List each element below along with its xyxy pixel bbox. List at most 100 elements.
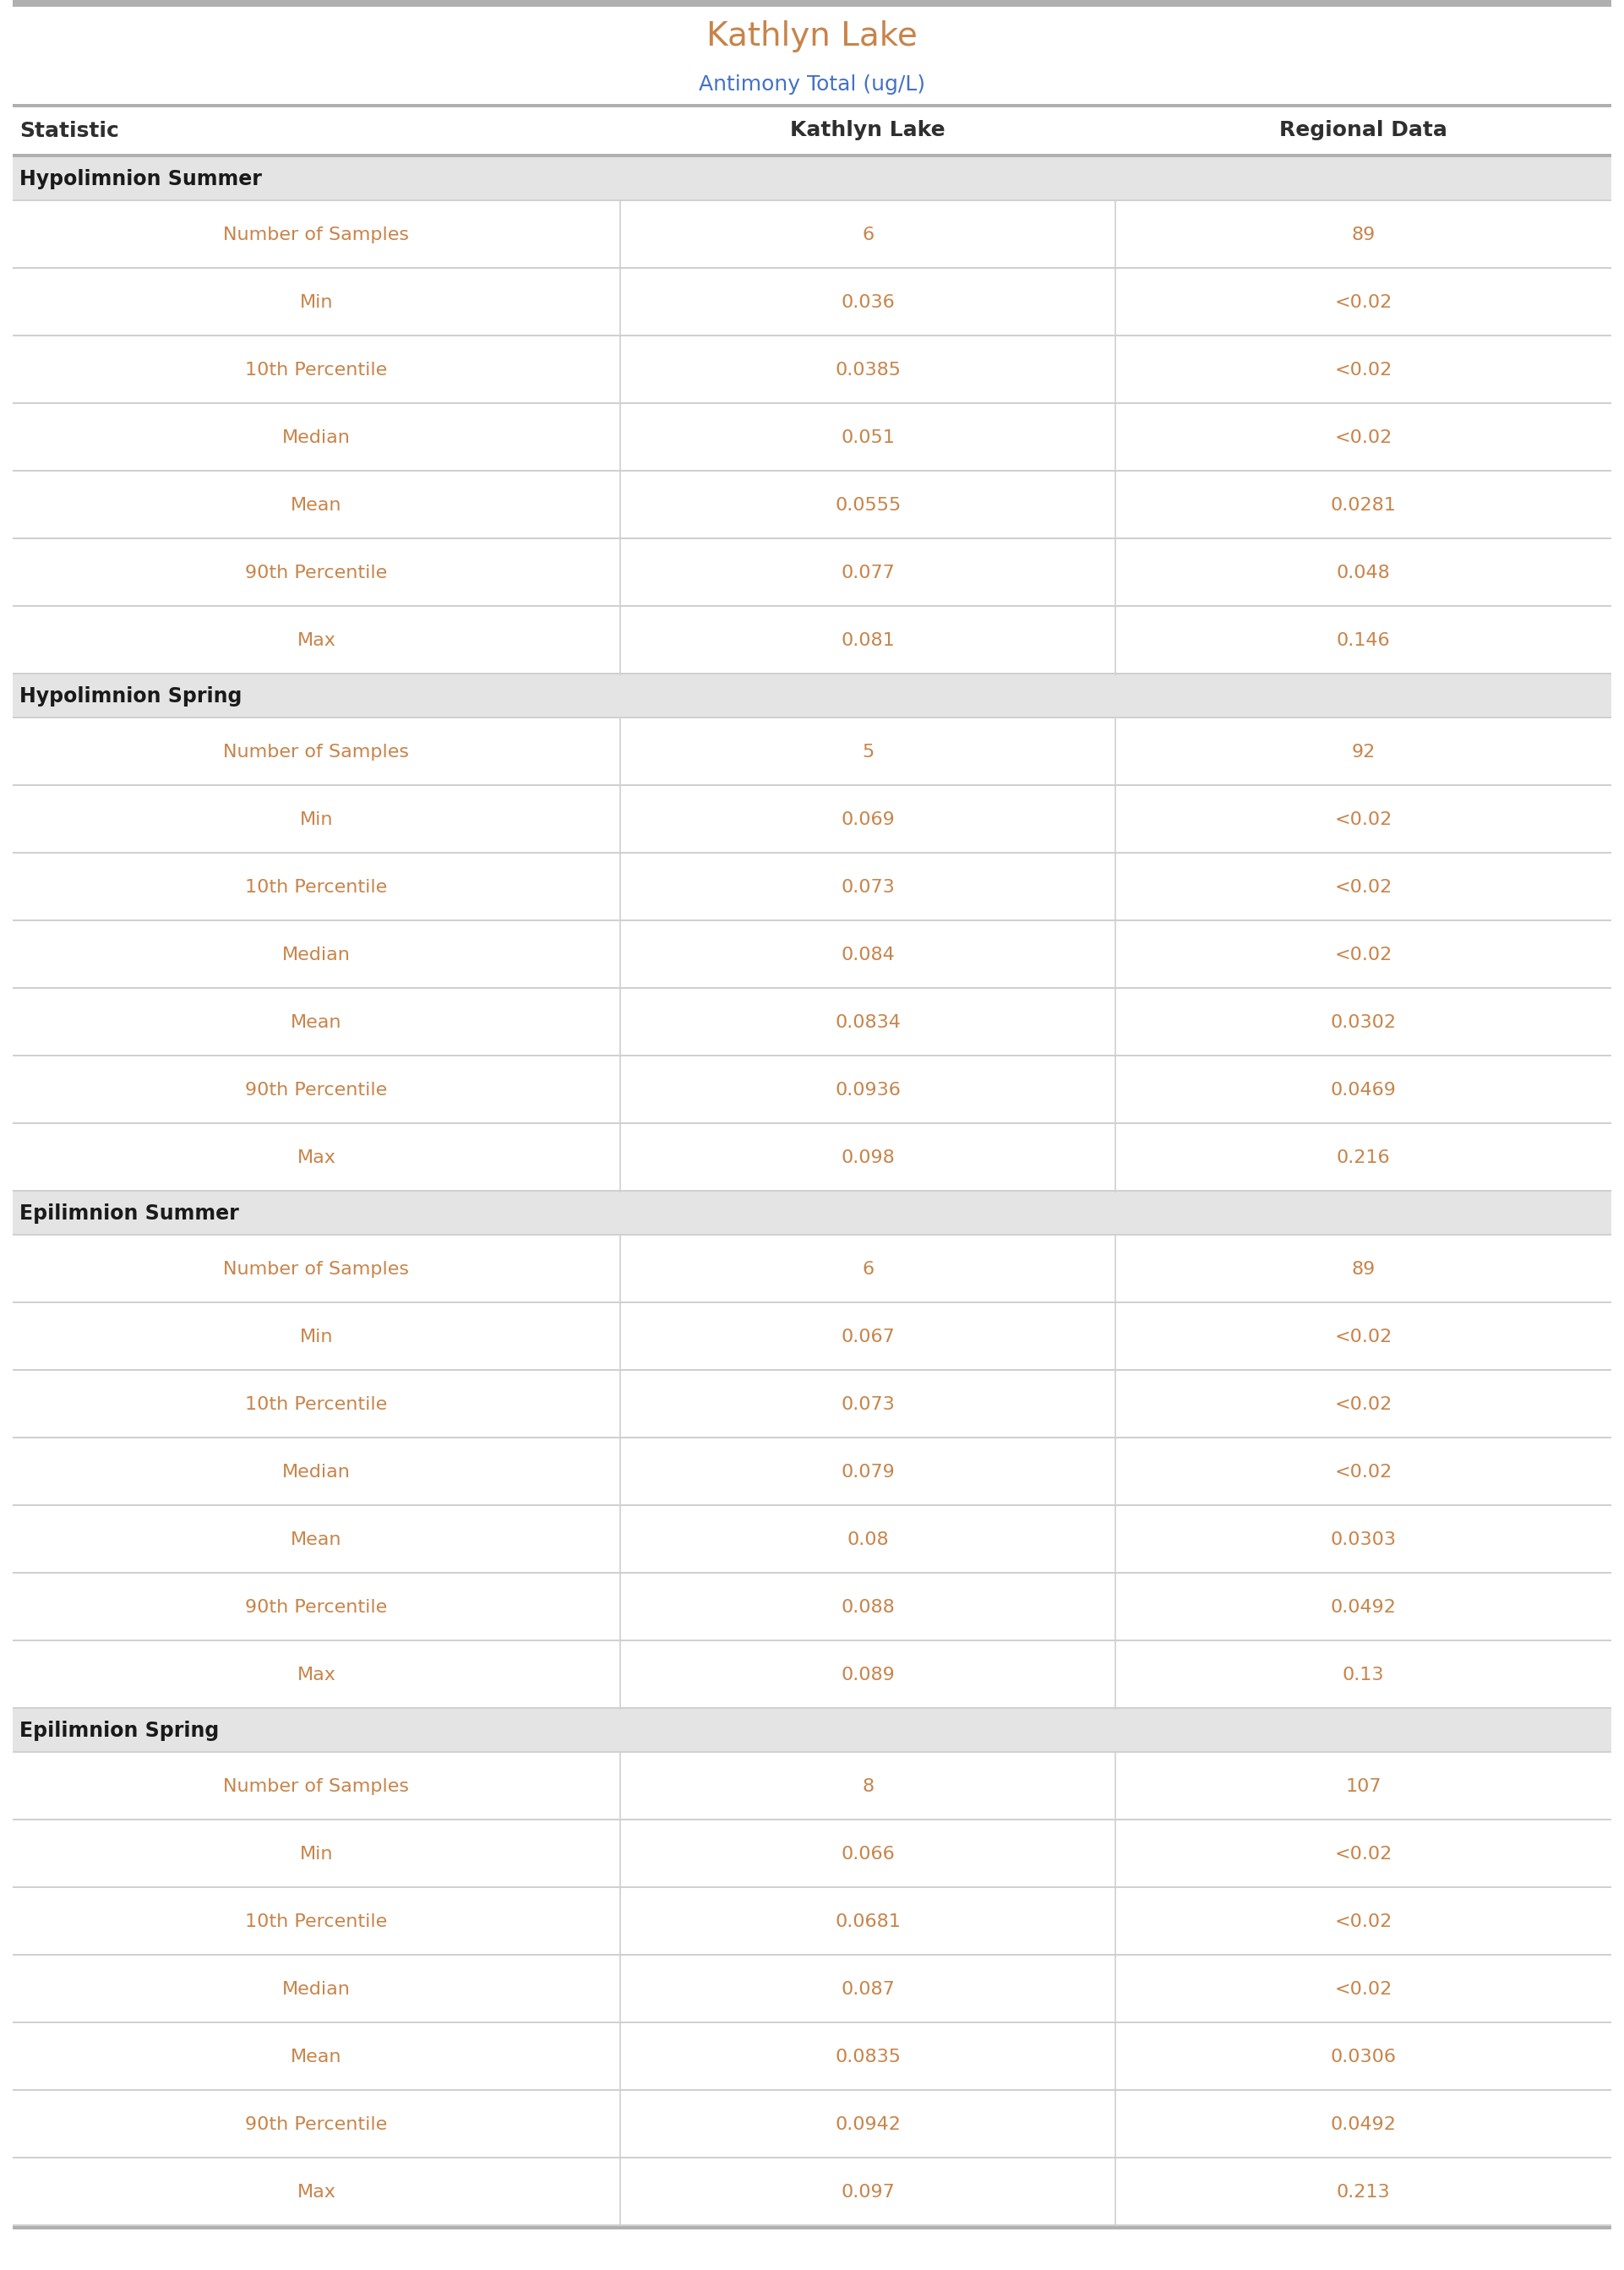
Text: 0.067: 0.067	[841, 1328, 895, 1346]
Text: 0.0681: 0.0681	[835, 1914, 901, 1930]
Text: Max: Max	[297, 2184, 336, 2200]
Text: 0.081: 0.081	[841, 631, 895, 649]
Text: 0.0306: 0.0306	[1330, 2048, 1397, 2066]
Text: 0.089: 0.089	[841, 1666, 895, 1684]
Text: 89: 89	[1351, 1260, 1376, 1278]
Text: 8: 8	[862, 1777, 874, 1796]
Text: Min: Min	[300, 1846, 333, 1864]
Text: Number of Samples: Number of Samples	[224, 227, 409, 243]
Text: Regional Data: Regional Data	[1280, 120, 1447, 141]
Text: 0.048: 0.048	[1337, 565, 1390, 581]
Text: 0.0469: 0.0469	[1330, 1083, 1397, 1099]
Text: 92: 92	[1351, 745, 1376, 760]
Text: <0.02: <0.02	[1335, 1464, 1392, 1480]
Text: 0.0302: 0.0302	[1330, 1015, 1397, 1031]
Text: 0.0385: 0.0385	[835, 361, 901, 379]
Text: 0.036: 0.036	[841, 295, 895, 311]
Text: 90th Percentile: 90th Percentile	[245, 565, 388, 581]
Text: 0.088: 0.088	[841, 1598, 895, 1616]
Text: 0.066: 0.066	[841, 1846, 895, 1864]
Text: 0.0936: 0.0936	[835, 1083, 901, 1099]
Bar	[13, 1709, 1611, 1752]
Text: 0.0834: 0.0834	[835, 1015, 901, 1031]
Text: Statistic: Statistic	[19, 120, 119, 141]
Text: 90th Percentile: 90th Percentile	[245, 2116, 388, 2134]
Text: 0.051: 0.051	[841, 429, 895, 447]
Text: Epilimnion Spring: Epilimnion Spring	[19, 1721, 219, 1741]
Text: 0.097: 0.097	[841, 2184, 895, 2200]
Text: 10th Percentile: 10th Percentile	[245, 1914, 388, 1930]
Text: 0.087: 0.087	[841, 1982, 895, 1998]
Text: 0.213: 0.213	[1337, 2184, 1390, 2200]
Bar	[13, 1192, 1611, 1235]
Text: <0.02: <0.02	[1335, 1914, 1392, 1930]
Text: Max: Max	[297, 1149, 336, 1167]
Text: Mean: Mean	[291, 1532, 343, 1548]
Text: <0.02: <0.02	[1335, 878, 1392, 897]
Text: Number of Samples: Number of Samples	[224, 1777, 409, 1796]
Text: 0.0942: 0.0942	[835, 2116, 901, 2134]
Text: Median: Median	[283, 1464, 351, 1480]
Text: 0.08: 0.08	[848, 1532, 888, 1548]
Text: <0.02: <0.02	[1335, 810, 1392, 829]
Text: Kathlyn Lake: Kathlyn Lake	[791, 120, 945, 141]
Text: Kathlyn Lake: Kathlyn Lake	[706, 20, 918, 52]
Text: 89: 89	[1351, 227, 1376, 243]
Text: Min: Min	[300, 295, 333, 311]
Text: 90th Percentile: 90th Percentile	[245, 1083, 388, 1099]
Text: Number of Samples: Number of Samples	[224, 745, 409, 760]
Text: <0.02: <0.02	[1335, 1396, 1392, 1412]
Text: 0.13: 0.13	[1343, 1666, 1384, 1684]
Text: 0.073: 0.073	[841, 1396, 895, 1412]
Text: Number of Samples: Number of Samples	[224, 1260, 409, 1278]
Text: 0.0492: 0.0492	[1330, 2116, 1397, 2134]
Text: Median: Median	[283, 429, 351, 447]
Text: 0.0555: 0.0555	[835, 497, 901, 513]
Text: Hypolimnion Spring: Hypolimnion Spring	[19, 686, 242, 706]
Text: <0.02: <0.02	[1335, 429, 1392, 447]
Text: <0.02: <0.02	[1335, 1846, 1392, 1864]
Text: 0.0303: 0.0303	[1330, 1532, 1397, 1548]
Text: 5: 5	[862, 745, 874, 760]
Text: Max: Max	[297, 631, 336, 649]
Text: <0.02: <0.02	[1335, 295, 1392, 311]
Text: Median: Median	[283, 1982, 351, 1998]
Text: 0.0492: 0.0492	[1330, 1598, 1397, 1616]
Text: 107: 107	[1346, 1777, 1382, 1796]
Text: 90th Percentile: 90th Percentile	[245, 1598, 388, 1616]
Text: 0.216: 0.216	[1337, 1149, 1390, 1167]
Text: 6: 6	[862, 227, 874, 243]
Text: Min: Min	[300, 1328, 333, 1346]
Text: Median: Median	[283, 947, 351, 962]
Bar	[13, 154, 1611, 157]
Text: <0.02: <0.02	[1335, 947, 1392, 962]
Text: 10th Percentile: 10th Percentile	[245, 878, 388, 897]
Text: 0.098: 0.098	[841, 1149, 895, 1167]
Text: 0.0835: 0.0835	[835, 2048, 901, 2066]
Bar	[13, 157, 1611, 202]
Text: Epilimnion Summer: Epilimnion Summer	[19, 1203, 239, 1224]
Text: 0.0281: 0.0281	[1330, 497, 1397, 513]
Text: 6: 6	[862, 1260, 874, 1278]
Text: 0.084: 0.084	[841, 947, 895, 962]
Text: Hypolimnion Summer: Hypolimnion Summer	[19, 168, 261, 188]
Bar	[13, 674, 1611, 717]
Text: Min: Min	[300, 810, 333, 829]
Text: Antimony Total (ug/L): Antimony Total (ug/L)	[698, 75, 926, 95]
Text: Mean: Mean	[291, 2048, 343, 2066]
Text: 0.079: 0.079	[841, 1464, 895, 1480]
Text: 0.146: 0.146	[1337, 631, 1390, 649]
Text: 0.073: 0.073	[841, 878, 895, 897]
Bar	[13, 2227, 1611, 2229]
Bar	[13, 0, 1611, 7]
Text: <0.02: <0.02	[1335, 1328, 1392, 1346]
Text: Mean: Mean	[291, 497, 343, 513]
Text: <0.02: <0.02	[1335, 1982, 1392, 1998]
Text: Max: Max	[297, 1666, 336, 1684]
Bar	[13, 104, 1611, 107]
Text: 10th Percentile: 10th Percentile	[245, 361, 388, 379]
Text: 0.077: 0.077	[841, 565, 895, 581]
Text: 10th Percentile: 10th Percentile	[245, 1396, 388, 1412]
Text: 0.069: 0.069	[841, 810, 895, 829]
Text: <0.02: <0.02	[1335, 361, 1392, 379]
